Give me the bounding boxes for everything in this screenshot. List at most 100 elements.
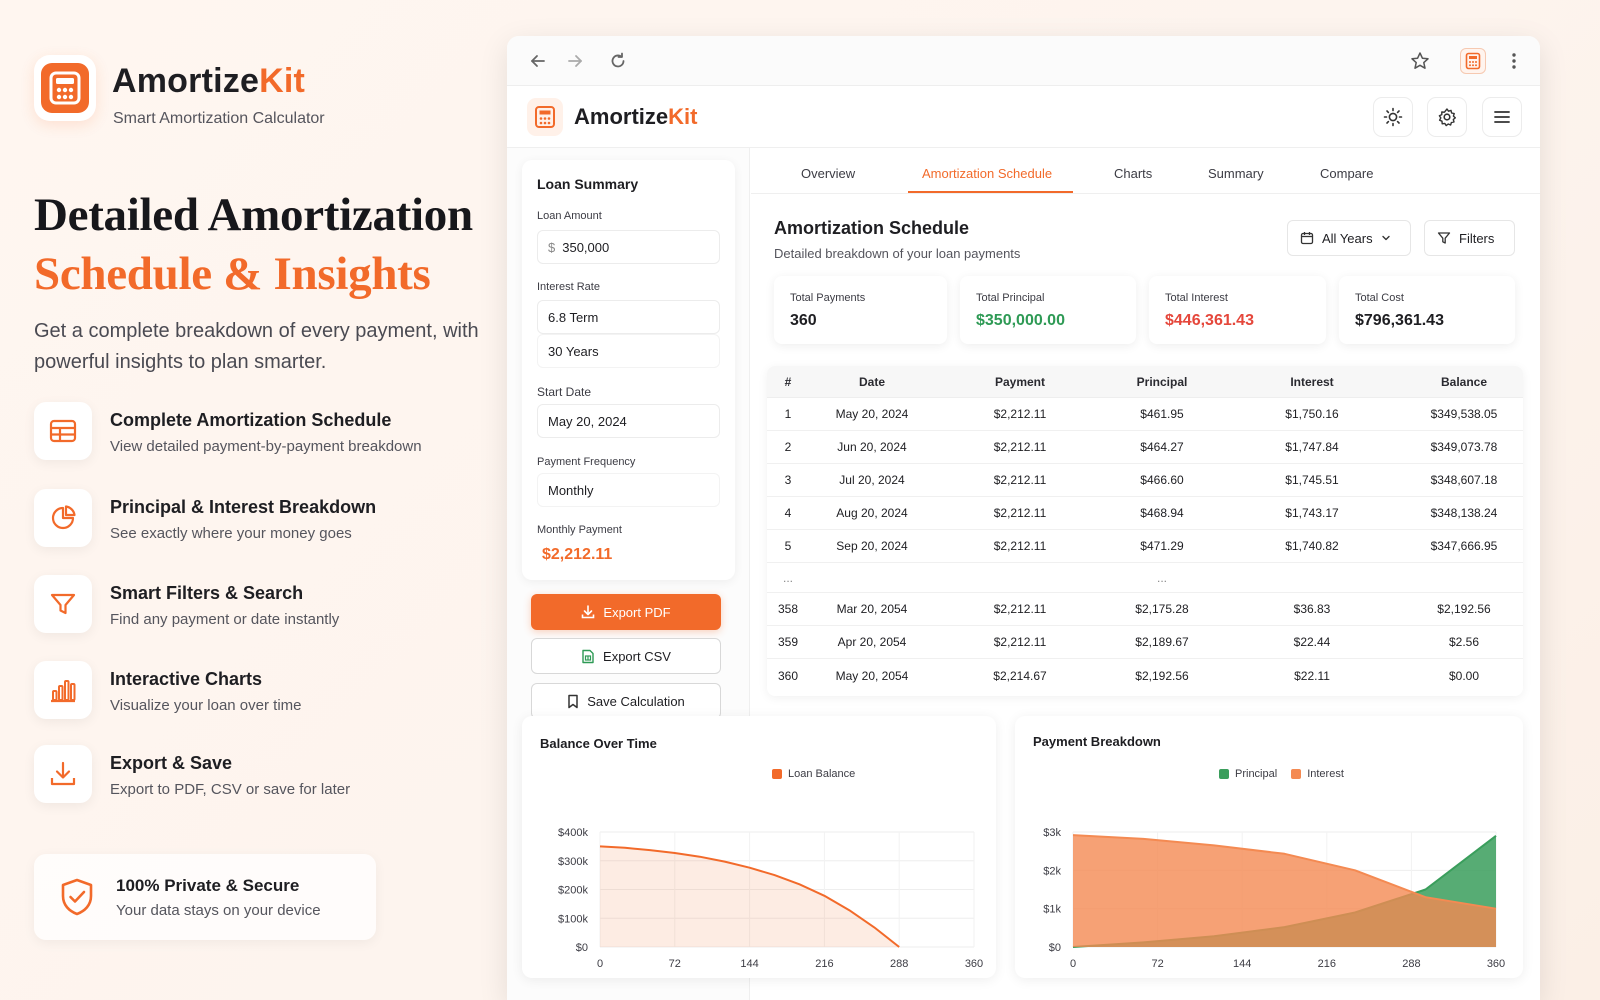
x-tick-label: 144 — [740, 958, 758, 970]
privacy-title: 100% Private & Secure — [116, 876, 300, 895]
table-row[interactable]: 5 Sep 20, 2024 $2,212.11 $471.29 $1,740.82 $3… — [767, 530, 1523, 563]
table-icon — [34, 402, 92, 460]
chart-title: Payment Breakdown — [1033, 734, 1161, 749]
col-principal: Principal — [1136, 374, 1188, 389]
bar-chart-icon — [34, 661, 92, 719]
chart-title: Balance Over Time — [540, 736, 657, 751]
hamburger-icon — [1494, 111, 1510, 123]
table-ellipsis-row: ... ... — [767, 563, 1523, 593]
calculator-icon — [41, 63, 89, 113]
stat-total-payments: Total Payments 360 — [774, 276, 947, 344]
monthly-payment-label: Monthly Payment — [537, 524, 622, 536]
year-filter-select[interactable]: All Years — [1287, 220, 1411, 256]
download-icon — [34, 745, 92, 803]
schedule-title: Amortization Schedule — [774, 218, 970, 238]
feature-schedule: Complete Amortization Schedule View deta… — [34, 402, 494, 464]
feature-charts: Interactive Charts Visualize your loan o… — [34, 661, 494, 723]
tab-summary[interactable]: Summary — [1208, 166, 1264, 181]
feature-title: Export & Save — [110, 753, 233, 773]
col-number: # — [784, 374, 792, 389]
col-balance: Balance — [1440, 374, 1488, 389]
balance-over-time-chart: Balance Over Time Loan Balance $0 $100k $2… — [522, 716, 996, 978]
bookmark-icon — [568, 694, 578, 708]
x-tick-label: 360 — [965, 958, 983, 970]
theme-toggle-button[interactable] — [1373, 97, 1413, 137]
chart-legend: Loan Balance — [772, 768, 855, 780]
reload-icon[interactable] — [607, 50, 629, 72]
feature-title: Complete Amortization Schedule — [110, 410, 392, 430]
table-row[interactable]: 358 Mar 20, 2054 $2,212.11 $2,175.28 $36.83 $… — [767, 593, 1523, 626]
marketing-panel: AmortizeKit Smart Amortization Calculato… — [0, 0, 505, 1000]
y-tick-label: $1k — [1043, 904, 1061, 916]
privacy-desc: Your data stays on your device — [116, 902, 321, 919]
loan-term-input[interactable]: 30 Years — [537, 334, 720, 368]
stat-total-interest: Total Interest $446,361.43 — [1149, 276, 1326, 344]
feature-export: Export & Save Export to PDF, CSV or save… — [34, 745, 494, 807]
table-row[interactable]: 4 Aug 20, 2024 $2,212.11 $468.94 $1,743.17 $3… — [767, 497, 1523, 530]
legend-item: Principal — [1219, 768, 1277, 780]
y-tick-label: $200k — [558, 885, 588, 897]
table-row[interactable]: 3 Jul 20, 2024 $2,212.11 $466.60 $1,745.51 $3… — [767, 464, 1523, 497]
feature-desc: Find any payment or date instantly — [110, 611, 340, 628]
col-interest: Interest — [1290, 374, 1334, 389]
payment-frequency-select[interactable]: Monthly — [537, 473, 720, 507]
brand-name: AmortizeKit — [112, 62, 306, 100]
feature-desc: See exactly where your money goes — [110, 525, 352, 542]
app-brand-name: AmortizeKit — [574, 104, 698, 129]
file-spreadsheet-icon — [582, 649, 594, 663]
table-row[interactable]: 1 May 20, 2024 $2,212.11 $461.95 $1,750.16 $3… — [767, 398, 1523, 431]
forward-arrow-icon[interactable] — [564, 50, 586, 72]
y-tick-label: $100k — [558, 913, 588, 925]
export-csv-button[interactable]: Export CSV — [531, 638, 721, 674]
tab-overview[interactable]: Overview — [801, 166, 856, 181]
main-content: Overview Amortization Schedule Charts Su… — [751, 148, 1540, 1000]
more-vertical-icon[interactable] — [1501, 48, 1527, 74]
table-row[interactable]: 360 May 20, 2054 $2,214.67 $2,192.56 $22.11 $… — [777, 668, 1480, 683]
feature-breakdown: Principal & Interest Breakdown See exact… — [34, 489, 494, 551]
save-calculation-button[interactable]: Save Calculation — [531, 683, 721, 719]
extension-calculator-icon[interactable] — [1460, 48, 1486, 74]
series-line-loan-balance — [599, 845, 900, 948]
loan-amount-input[interactable]: $350,000 — [537, 230, 720, 264]
y-tick-label: $3k — [1043, 827, 1061, 839]
breakdown-chart-plot: $0$1k$2k$3k072144216288360Months — [1043, 827, 1505, 970]
feature-desc: Visualize your loan over time — [110, 697, 302, 714]
series-area-interest — [1073, 835, 1496, 947]
app-header: AmortizeKit — [507, 86, 1540, 148]
browser-window: AmortizeKit Loan Summary Loan Amount $35… — [507, 36, 1540, 1000]
x-tick-label: 216 — [815, 958, 833, 970]
hero-line-1: Detailed Amortization — [34, 189, 473, 241]
amortization-table: # Date Payment Principal Interest Balanc… — [767, 366, 1523, 696]
sun-icon — [1383, 107, 1403, 127]
series-line-interest — [1072, 834, 1497, 910]
x-tick-label: 0 — [597, 958, 603, 970]
chevron-down-icon — [1381, 235, 1390, 241]
pie-chart-icon — [34, 489, 92, 547]
y-tick-label: $400k — [558, 827, 588, 839]
table-row[interactable]: 359 Apr 20, 2054 $2,212.11 $2,189.67 $22.44 $… — [767, 626, 1523, 659]
settings-button[interactable] — [1427, 97, 1467, 137]
table-row[interactable]: 2 Jun 20, 2024 $2,212.11 $464.27 $1,747.84 $3… — [767, 431, 1523, 464]
bookmark-star-icon[interactable] — [1407, 48, 1433, 74]
x-tick-label: 216 — [1318, 958, 1336, 970]
app-logo — [34, 55, 96, 121]
y-tick-label: $2k — [1043, 865, 1061, 877]
interest-rate-input[interactable]: 6.8 Term — [537, 300, 720, 334]
monthly-payment-value: $2,212.11 — [542, 546, 613, 563]
stat-total-principal: Total Principal $350,000.00 — [960, 276, 1136, 344]
calendar-icon — [1300, 232, 1314, 245]
filter-icon — [34, 575, 92, 633]
loan-summary-title: Loan Summary — [537, 176, 639, 192]
y-tick-label: $0 — [576, 942, 588, 954]
tab-compare[interactable]: Compare — [1320, 166, 1374, 181]
filters-button[interactable]: Filters — [1424, 220, 1515, 256]
back-arrow-icon[interactable] — [527, 50, 549, 72]
feature-desc: View detailed payment-by-payment breakdo… — [110, 438, 422, 455]
export-pdf-button[interactable]: Export PDF — [531, 594, 721, 630]
menu-button[interactable] — [1482, 97, 1522, 137]
tab-charts[interactable]: Charts — [1114, 166, 1153, 181]
start-date-input[interactable]: May 20, 2024 — [537, 404, 720, 438]
browser-toolbar — [507, 36, 1540, 86]
y-tick-label: $300k — [558, 856, 588, 868]
tab-amortization-schedule[interactable]: Amortization Schedule — [922, 166, 1053, 181]
